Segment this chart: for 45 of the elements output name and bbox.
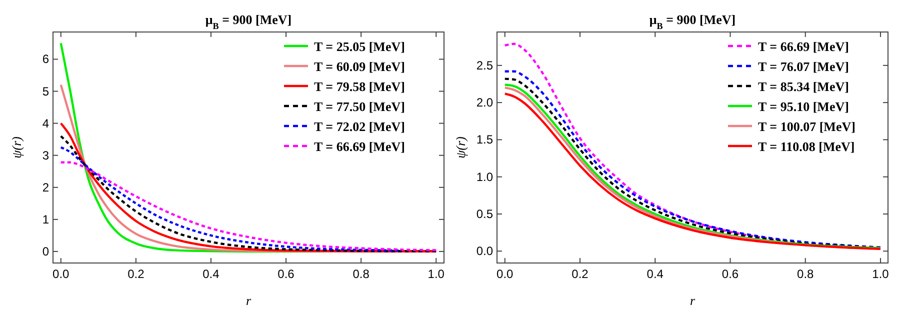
y-tick-label: 1.0 — [476, 170, 494, 184]
x-axis-title: r — [690, 293, 696, 308]
y-axis-title: ψ(r) — [453, 136, 468, 158]
x-tick-label: 0.4 — [202, 267, 220, 281]
y-tick-label: 2.0 — [476, 96, 494, 110]
y-tick-label: 2 — [42, 180, 50, 194]
y-tick-label: 6 — [42, 52, 50, 66]
legend-label: T = 95.10 [MeV] — [758, 99, 849, 114]
legend-label: T = 66.69 [MeV] — [758, 39, 849, 54]
legend-label: T = 79.58 [MeV] — [314, 79, 405, 94]
x-tick-label: 0.0 — [52, 267, 70, 281]
x-tick-label: 0.2 — [572, 267, 589, 281]
legend-label: T = 77.50 [MeV] — [314, 99, 405, 114]
y-tick-label: 3 — [42, 148, 50, 162]
y-tick-label: 0.5 — [476, 206, 494, 221]
x-tick-label: 0.8 — [352, 267, 370, 281]
line-series — [60, 84, 438, 253]
y-tick-label: 2.5 — [476, 58, 494, 72]
chart-title: μ$_{B}$ = 900 [MeV] — [205, 12, 292, 31]
x-axis-title: r — [246, 293, 252, 308]
x-tick-label: 1.0 — [872, 267, 890, 281]
y-tick-label: 4 — [42, 116, 50, 130]
y-tick-label: 5 — [42, 84, 50, 98]
x-tick-label: 1.0 — [428, 267, 445, 281]
y-tick-label: 1 — [42, 212, 50, 226]
legend-label: T = 76.07 [MeV] — [758, 59, 849, 74]
chart-title: μ$_{B}$ = 900 [MeV] — [649, 12, 736, 31]
x-tick-label: 0.6 — [722, 267, 739, 281]
legend-label: T = 85.34 [MeV] — [758, 79, 849, 94]
y-tick-label: 0 — [42, 244, 50, 258]
legend-label: T = 110.08 [MeV] — [758, 139, 855, 154]
x-tick-label: 0.4 — [646, 267, 664, 281]
x-tick-label: 0.0 — [496, 267, 514, 281]
legend-label: T = 100.07 [MeV] — [758, 119, 856, 134]
y-tick-label: 1.5 — [476, 132, 494, 147]
legend-label: T = 25.05 [MeV] — [314, 39, 405, 54]
legend-label: T = 72.02 [MeV] — [314, 119, 405, 134]
x-tick-label: 0.6 — [278, 267, 295, 281]
legend-label: T = 66.69 [MeV] — [314, 139, 405, 154]
y-axis-title: ψ(r) — [9, 136, 24, 158]
line-series — [60, 161, 438, 252]
x-tick-label: 0.8 — [797, 267, 814, 281]
legend-label: T = 60.09 [MeV] — [314, 59, 405, 74]
y-tick-label: 0.0 — [476, 244, 494, 258]
x-tick-label: 0.2 — [128, 267, 145, 281]
